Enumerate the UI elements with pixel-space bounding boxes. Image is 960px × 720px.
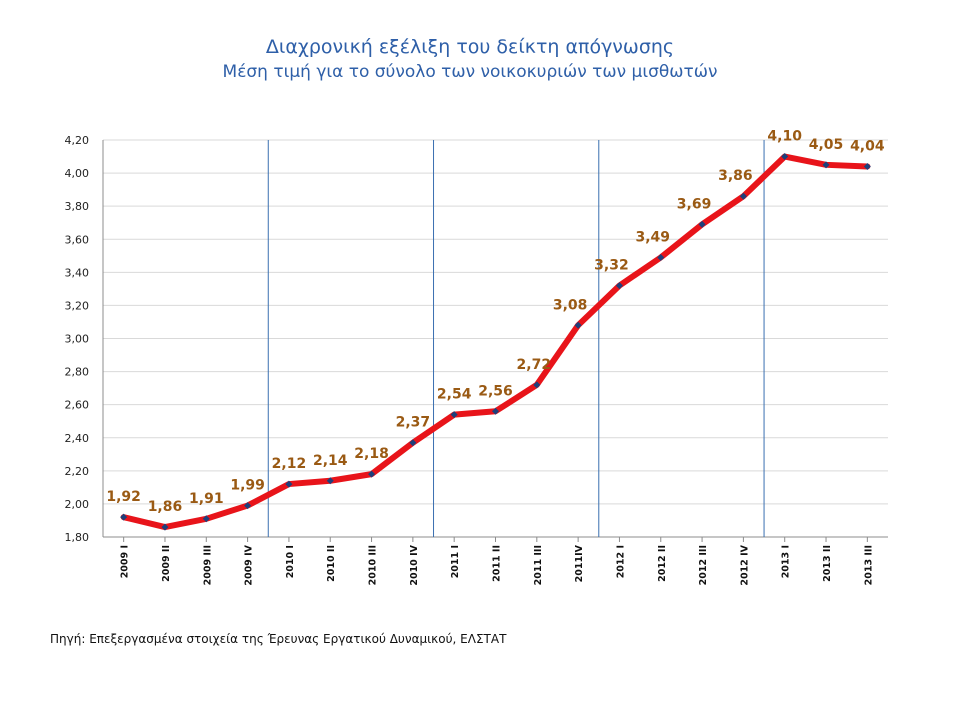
series-line bbox=[120, 153, 871, 531]
data-label: 3,32 bbox=[594, 258, 629, 274]
x-tick-label: 2010 II bbox=[326, 545, 337, 582]
x-tick-label: 2010 IV bbox=[409, 544, 420, 585]
data-label: 4,04 bbox=[850, 138, 885, 154]
x-tick-label: 2012 I bbox=[615, 545, 626, 578]
x-tick-label: 2012 IV bbox=[739, 544, 750, 585]
y-tick-label: 3,00 bbox=[65, 333, 90, 346]
data-label: 1,86 bbox=[148, 499, 183, 515]
data-point-marker bbox=[739, 192, 747, 200]
x-tick-label: 2012 III bbox=[698, 545, 709, 585]
data-label: 1,91 bbox=[189, 491, 224, 507]
x-tick-label: 2011 II bbox=[492, 545, 503, 582]
data-label: 1,99 bbox=[230, 478, 265, 494]
data-point-marker bbox=[615, 282, 623, 290]
y-tick-label: 1,80 bbox=[65, 531, 90, 544]
y-tick-label: 4,20 bbox=[65, 134, 90, 147]
data-point-marker bbox=[202, 515, 210, 523]
data-label: 2,14 bbox=[313, 453, 348, 469]
data-point-marker bbox=[574, 321, 582, 329]
data-label: 2,72 bbox=[517, 357, 552, 373]
y-tick-label: 4,00 bbox=[65, 167, 90, 180]
x-tick-label: 2013 II bbox=[822, 545, 833, 582]
data-point-marker bbox=[533, 381, 541, 389]
y-tick-label: 2,40 bbox=[65, 432, 90, 445]
y-tick-label: 3,80 bbox=[65, 200, 90, 213]
data-label: 2,37 bbox=[396, 415, 431, 431]
y-tick-label: 2,20 bbox=[65, 465, 90, 478]
x-tick-label: 2013 III bbox=[863, 545, 874, 585]
data-point-marker bbox=[450, 411, 458, 419]
data-label: 4,05 bbox=[809, 137, 844, 153]
data-point-marker bbox=[781, 153, 789, 161]
y-tick-label: 2,80 bbox=[65, 366, 90, 379]
data-label: 4,10 bbox=[767, 129, 802, 145]
data-point-marker bbox=[492, 407, 499, 415]
y-tick-label: 3,60 bbox=[65, 233, 90, 246]
data-point-marker bbox=[409, 439, 417, 447]
y-tick-label: 3,20 bbox=[65, 299, 90, 312]
data-point-marker bbox=[657, 253, 665, 261]
data-point-marker bbox=[161, 523, 169, 531]
x-tick-label: 2010 III bbox=[368, 545, 379, 585]
chart-title-block: Διαχρονική εξέλιξη του δείκτη απόγνωσης … bbox=[0, 34, 940, 84]
x-tick-label: 2010 I bbox=[285, 545, 296, 578]
data-point-marker bbox=[120, 513, 128, 521]
data-label: 3,08 bbox=[553, 297, 588, 313]
x-tick-label: 2013 I bbox=[781, 545, 792, 578]
data-label: 2,18 bbox=[354, 446, 389, 462]
x-tick-label: 2012 II bbox=[657, 545, 668, 582]
y-tick-label: 3,40 bbox=[65, 266, 90, 279]
x-tick-label: 2009 I bbox=[120, 545, 131, 578]
data-label: 2,56 bbox=[478, 383, 513, 399]
data-label: 3,49 bbox=[635, 229, 670, 245]
x-tick-label: 2011 I bbox=[450, 545, 461, 578]
data-point-marker bbox=[326, 477, 334, 485]
data-point-marker bbox=[285, 480, 293, 488]
y-tick-label: 2,60 bbox=[65, 399, 90, 412]
data-point-marker bbox=[244, 502, 252, 510]
data-label: 3,69 bbox=[677, 196, 712, 212]
data-point-marker bbox=[863, 162, 871, 170]
y-tick-label: 2,00 bbox=[65, 498, 90, 511]
source-note: Πηγή: Επεξεργασμένα στοιχεία της Έρευνας… bbox=[50, 632, 507, 646]
x-tick-label: 2011 III bbox=[533, 545, 544, 585]
x-tick-label: 2011IV bbox=[574, 544, 585, 582]
data-label: 2,12 bbox=[272, 456, 307, 472]
data-label: 2,54 bbox=[437, 387, 472, 403]
data-point-marker bbox=[698, 220, 706, 228]
chart-subtitle: Μέση τιμή για το σύνολο των νοικοκυριών … bbox=[222, 62, 718, 82]
chart-title: Διαχρονική εξέλιξη του δείκτη απόγνωσης bbox=[265, 36, 675, 58]
x-tick-label: 2009 II bbox=[161, 545, 172, 582]
x-tick-label: 2009 III bbox=[202, 545, 213, 585]
data-point-marker bbox=[368, 470, 376, 478]
data-point-marker bbox=[822, 161, 830, 169]
data-label: 3,86 bbox=[718, 168, 753, 184]
x-tick-label: 2009 IV bbox=[244, 544, 255, 585]
data-label: 1,92 bbox=[106, 489, 141, 505]
